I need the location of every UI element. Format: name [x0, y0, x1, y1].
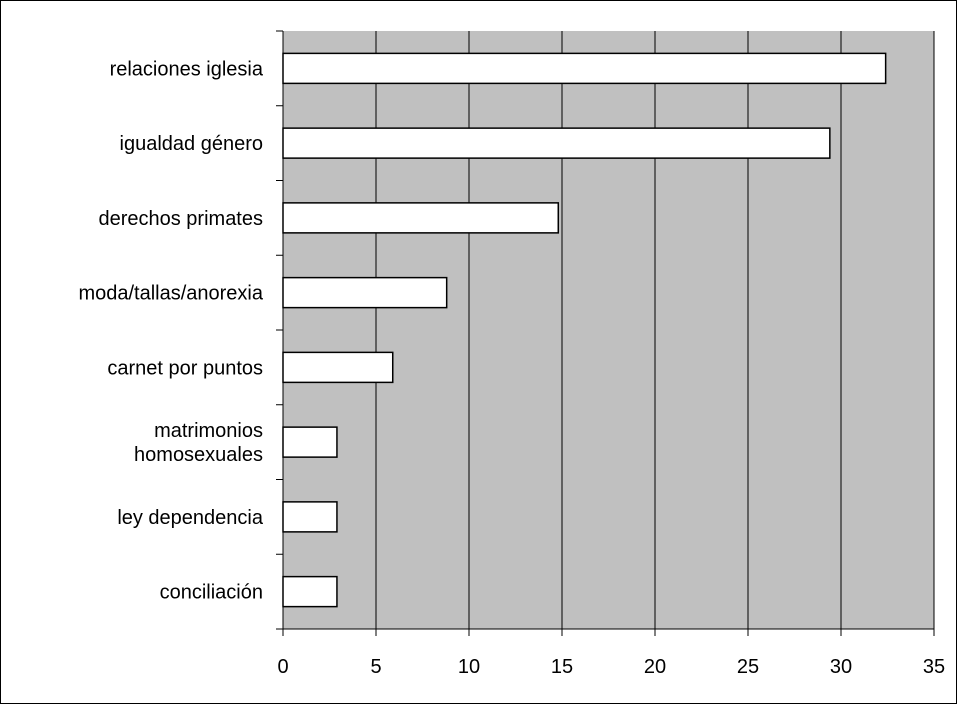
x-tick-label: 25 [737, 656, 759, 678]
category-label: relaciones iglesia [110, 58, 264, 80]
category-label: conciliación [160, 582, 263, 604]
bar [282, 426, 338, 458]
bar [282, 127, 831, 159]
axes [276, 30, 935, 636]
x-tick-label: 15 [551, 656, 573, 678]
category-label: matrimonios homosexuales [134, 420, 263, 466]
x-tick-label: 35 [923, 656, 945, 678]
category-label: derechos primates [98, 208, 263, 230]
x-tick-label: 30 [830, 656, 852, 678]
bar [282, 276, 448, 309]
bar [282, 52, 887, 85]
x-tick-labels: 0 5 10 15 20 25 30 35 [277, 656, 945, 678]
category-label: igualdad género [120, 133, 263, 155]
x-tick-label: 10 [458, 656, 480, 678]
x-tick-label: 0 [277, 656, 288, 678]
plot-area [283, 31, 934, 629]
category-label: moda/tallas/anorexia [78, 283, 263, 305]
bar [282, 351, 394, 384]
category-label: carnet por puntos [107, 357, 263, 379]
bar [282, 501, 338, 533]
bar [282, 202, 560, 234]
category-label: ley dependencia [117, 507, 264, 529]
bars [282, 52, 887, 608]
x-tick-label: 20 [644, 656, 666, 678]
bar [282, 575, 338, 608]
x-tick-label: 5 [370, 656, 381, 678]
category-labels: relaciones iglesia igualdad género derecho… [78, 58, 263, 603]
